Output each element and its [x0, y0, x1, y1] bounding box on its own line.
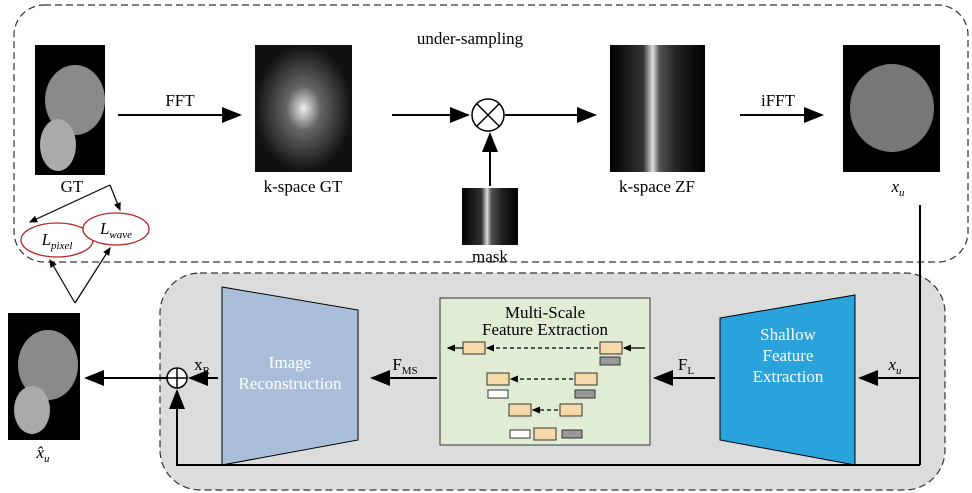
under-sampling-box: under-sampling GT FFT k-space GT mask k-… [14, 5, 968, 266]
label: k-space ZF [619, 177, 695, 196]
text: L [99, 219, 109, 238]
losses: Lpixel Lwave [21, 185, 149, 303]
diagram: under-sampling GT FFT k-space GT mask k-… [0, 0, 972, 493]
text: wave [109, 229, 132, 241]
text: u [44, 453, 50, 465]
label: mask [472, 247, 508, 266]
text: L [687, 365, 694, 377]
text: u [899, 187, 905, 199]
label: iFFT [761, 91, 796, 110]
text: F [678, 355, 687, 374]
label: x̂u [35, 443, 50, 465]
text: u [896, 365, 902, 377]
label: FFT [165, 91, 195, 110]
title: under-sampling [417, 29, 524, 48]
text: L [41, 230, 51, 249]
label: k-space GT [264, 177, 343, 196]
text: pixel [50, 240, 72, 252]
label: GT [61, 177, 84, 196]
text: R [203, 365, 211, 377]
label: xu [890, 177, 905, 199]
text: MS [402, 365, 418, 377]
text: F [392, 355, 401, 374]
